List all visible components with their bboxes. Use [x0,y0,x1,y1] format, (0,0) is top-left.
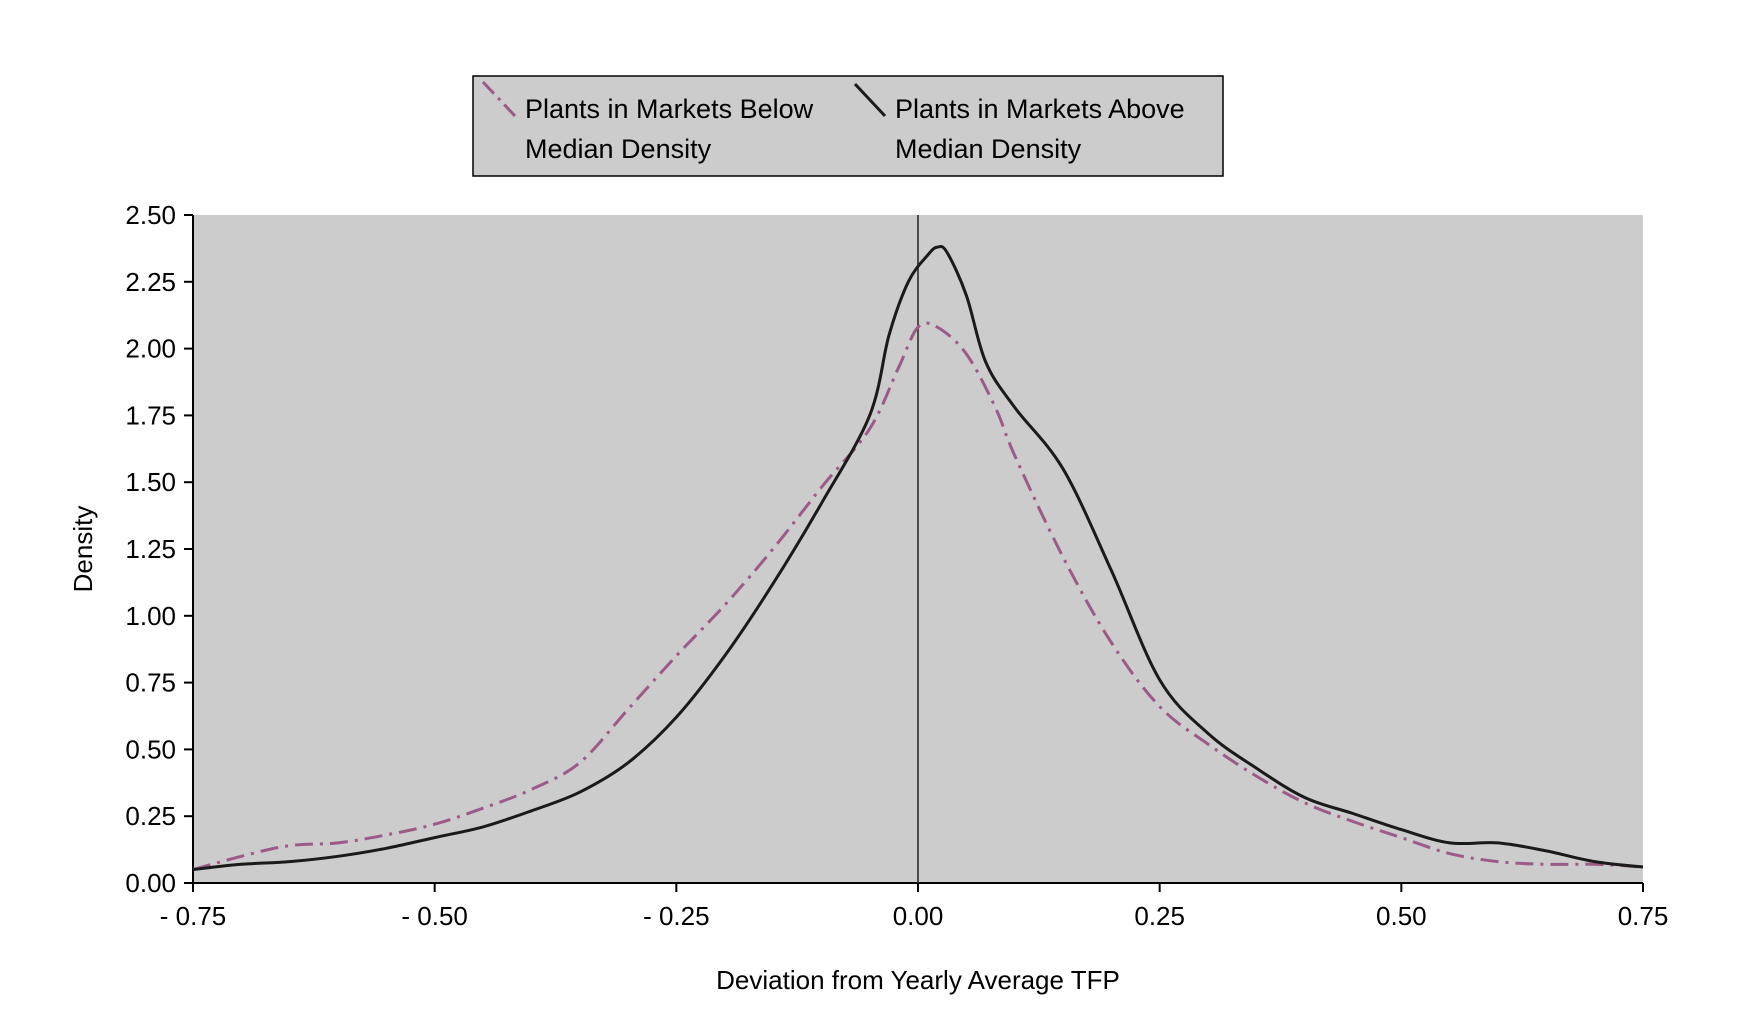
y-axis-title: Density [68,506,98,593]
x-tick-label: 0.00 [893,901,944,931]
y-tick-label: 2.25 [125,267,176,297]
x-axis-title: Deviation from Yearly Average TFP [716,965,1120,995]
legend-label-above-line1: Plants in Markets Above [895,94,1185,124]
y-tick-label: 0.50 [125,734,176,764]
x-axis: - 0.75 - 0.50 - 0.25 0.00 0.25 0.50 0.75 [160,882,1669,931]
legend-label-above-line2: Median Density [895,134,1082,164]
y-tick-label: 1.50 [125,467,176,497]
y-tick-label: 1.25 [125,534,176,564]
x-tick-label: 0.25 [1134,901,1185,931]
y-tick-label: 0.00 [125,868,176,898]
y-tick-label: 2.50 [125,200,176,230]
y-axis: 0.00 0.25 0.50 0.75 1.00 1.25 1.50 1.75 2.00 2.25… [125,200,194,898]
legend-label-below-line1: Plants in Markets Below [525,94,814,124]
y-tick-label: 0.25 [125,801,176,831]
x-tick-label: 0.75 [1618,901,1669,931]
x-tick-label: - 0.75 [160,901,227,931]
series-layer [192,215,1644,883]
y-tick-label: 1.75 [125,400,176,430]
series-above-median-line [192,244,1644,872]
y-tick-label: 2.00 [125,334,176,364]
series-below-median-line [192,321,1644,872]
legend-swatch-below [481,80,517,118]
y-tick-label: 1.00 [125,601,176,631]
x-tick-label: 0.50 [1376,901,1427,931]
legend-swatch-above [853,82,887,118]
legend: Plants in Markets Below Median Density P… [472,75,1224,177]
x-tick-label: - 0.25 [643,901,710,931]
legend-box [472,75,1224,177]
x-tick-label: - 0.50 [401,901,468,931]
legend-label-below-line2: Median Density [525,134,712,164]
y-tick-label: 0.75 [125,668,176,698]
